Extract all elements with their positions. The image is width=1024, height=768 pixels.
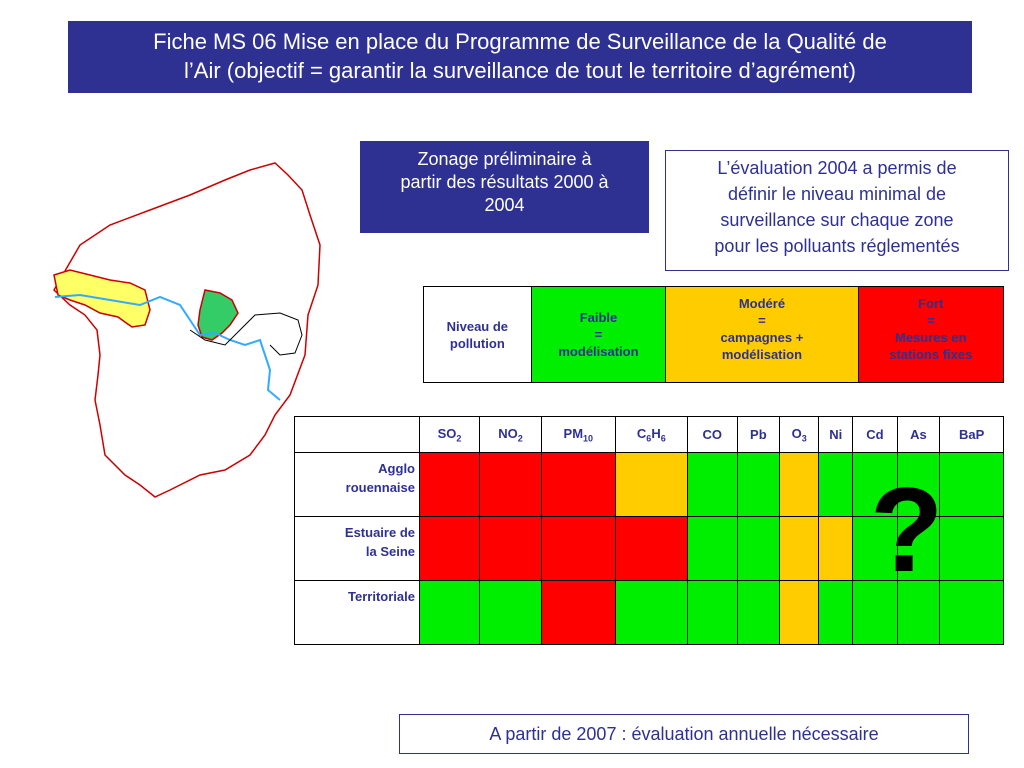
pollutant-cd: Cd [852, 416, 898, 453]
page-title: Fiche MS 06 Mise en place du Programme d… [68, 21, 972, 93]
level-cell [686, 452, 738, 517]
title-line-2: l’Air (objectif = garantir la surveillan… [184, 58, 856, 83]
level-cell [779, 580, 820, 645]
zone-label: Agglo rouennaise [294, 452, 420, 517]
pollutant-bap: BaP [939, 416, 1004, 453]
level-cell [939, 580, 1004, 645]
seine-river [54, 293, 281, 401]
pollutant-c6h6: C6H6 [614, 416, 688, 453]
level-cell [736, 516, 781, 581]
region-outline [53, 162, 321, 498]
level-cell [686, 516, 738, 581]
legend-header: Niveau de pollution [423, 286, 532, 383]
pollutant-pb: Pb [736, 416, 781, 453]
level-cell [418, 452, 481, 517]
evaluation-note: L’évaluation 2004 a permis de définir le… [665, 150, 1009, 271]
level-cell [418, 580, 481, 645]
level-cell [852, 580, 898, 645]
level-cell [939, 516, 1004, 581]
sub-area-outline [189, 312, 303, 356]
level-cell [614, 580, 688, 645]
pollutant-header-row: SO2 NO2 PM10 C6H6 CO Pb O3 Ni Cd As BaP [294, 416, 1004, 453]
level-cell [540, 516, 616, 581]
pollutant-so2: SO2 [418, 416, 481, 453]
zone-label: Territoriale [294, 580, 420, 645]
title-line-1: Fiche MS 06 Mise en place du Programme d… [153, 29, 887, 54]
level-cell [896, 580, 941, 645]
level-cell [686, 580, 738, 645]
region-map [53, 162, 321, 498]
bottom-note: A partir de 2007 : évaluation annuelle n… [399, 714, 969, 754]
legend-modere: Modéré = campagnes + modélisation [665, 286, 859, 383]
question-mark: ? [870, 463, 944, 597]
level-cell [779, 516, 820, 581]
pollutant-o3: O3 [779, 416, 820, 453]
level-cell [779, 452, 820, 517]
level-cell [896, 516, 941, 581]
level-cell [540, 580, 616, 645]
level-cell [736, 452, 781, 517]
legend-fort: Fort = Mesures en stations fixes [857, 286, 1005, 383]
level-cell [818, 580, 854, 645]
level-cell [818, 452, 854, 517]
legend-faible: Faible = modélisation [530, 286, 667, 383]
level-cell [418, 516, 481, 581]
pollutant-as: As [896, 416, 941, 453]
pollutant-ni: Ni [818, 416, 854, 453]
zonage-note: Zonage préliminaire à partir des résulta… [360, 141, 649, 233]
level-cell [479, 452, 542, 517]
zone-row: Territoriale [294, 580, 1004, 645]
corner-cell [294, 416, 420, 453]
zone-label: Estuaire de la Seine [294, 516, 420, 581]
level-cell [540, 452, 616, 517]
level-cell [939, 452, 1004, 517]
level-cell [614, 516, 688, 581]
surveillance-table: SO2 NO2 PM10 C6H6 CO Pb O3 Ni Cd As BaP … [294, 416, 1004, 645]
level-cell [852, 452, 898, 517]
pollution-level-legend: Niveau de pollution Faible = modélisatio… [423, 286, 1005, 383]
level-cell [818, 516, 854, 581]
level-cell [614, 452, 688, 517]
level-cell [736, 580, 781, 645]
pollutant-pm10: PM10 [540, 416, 616, 453]
pollutant-no2: NO2 [479, 416, 542, 453]
level-cell [479, 580, 542, 645]
pollutant-co: CO [686, 416, 738, 453]
agglo-zone [197, 289, 239, 341]
level-cell [479, 516, 542, 581]
